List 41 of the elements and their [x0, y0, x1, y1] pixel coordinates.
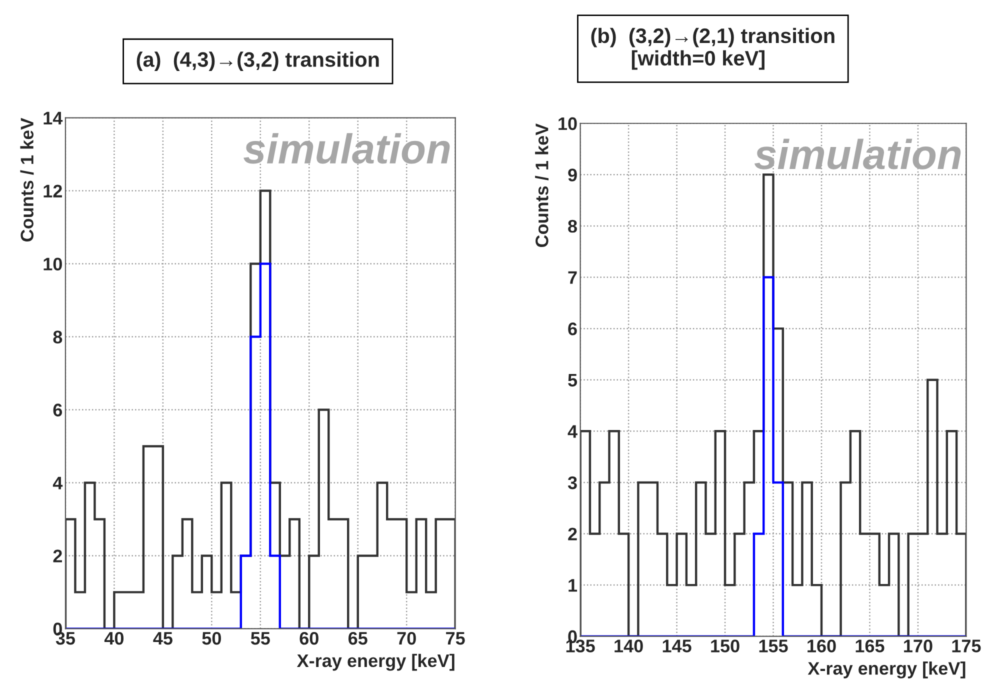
x-tick-label: 45 — [153, 632, 172, 645]
x-tick-label: 165 — [856, 640, 884, 652]
x-tick-label: 70 — [397, 632, 416, 645]
y-tick-label: 6 — [568, 322, 577, 336]
x-axis-title: X-ray energy [keV] — [808, 662, 966, 678]
x-tick-label: 65 — [348, 632, 368, 645]
y-tick-label: 6 — [53, 404, 62, 416]
x-tick-label: 145 — [662, 640, 692, 652]
y-tick-label: 8 — [53, 330, 62, 344]
x-tick-label: 60 — [300, 632, 318, 645]
y-tick-label: 7 — [568, 271, 577, 284]
y-tick-label: 2 — [568, 528, 577, 540]
y-tick-label: 4 — [52, 476, 63, 490]
x-tick-label: 150 — [711, 640, 740, 652]
y-tick-label: 9 — [568, 168, 577, 182]
y-axis-title: Counts / 1 keV — [20, 118, 34, 242]
y-tick-label: 2 — [53, 550, 62, 562]
x-tick-label: 55 — [250, 632, 270, 645]
y-tick-label: 8 — [568, 220, 577, 233]
x-tick-label: 175 — [952, 640, 981, 652]
y-tick-label: 4 — [568, 425, 578, 438]
y-tick-label: 12 — [44, 184, 62, 198]
y-tick-label: 1 — [568, 579, 578, 592]
x-tick-label: 40 — [104, 632, 124, 645]
x-axis-title: X-ray energy [keV] — [296, 654, 454, 671]
annotation: simulation — [754, 138, 961, 170]
y-axis-title: Counts / 1 keV — [535, 123, 549, 248]
y-tick-label: 10 — [558, 117, 577, 130]
x-tick-label: 170 — [904, 640, 932, 652]
x-tick-label: 160 — [808, 640, 836, 652]
y-tick-label: 14 — [44, 112, 63, 124]
y-tick-label: 10 — [44, 258, 62, 270]
chart-title: (b) (3,2)→(2,1) transition [width=0 keV] — [591, 28, 834, 70]
chart-title: (a) (4,3)→(3,2) transition — [136, 52, 379, 72]
y-tick-label: 5 — [568, 374, 578, 387]
x-tick-label: 75 — [446, 632, 465, 645]
annotation: simulation — [244, 133, 450, 164]
x-tick-label: 140 — [614, 640, 643, 652]
x-tick-label: 50 — [202, 632, 221, 645]
x-tick-label: 155 — [759, 640, 788, 652]
y-tick-label: 3 — [568, 476, 577, 490]
